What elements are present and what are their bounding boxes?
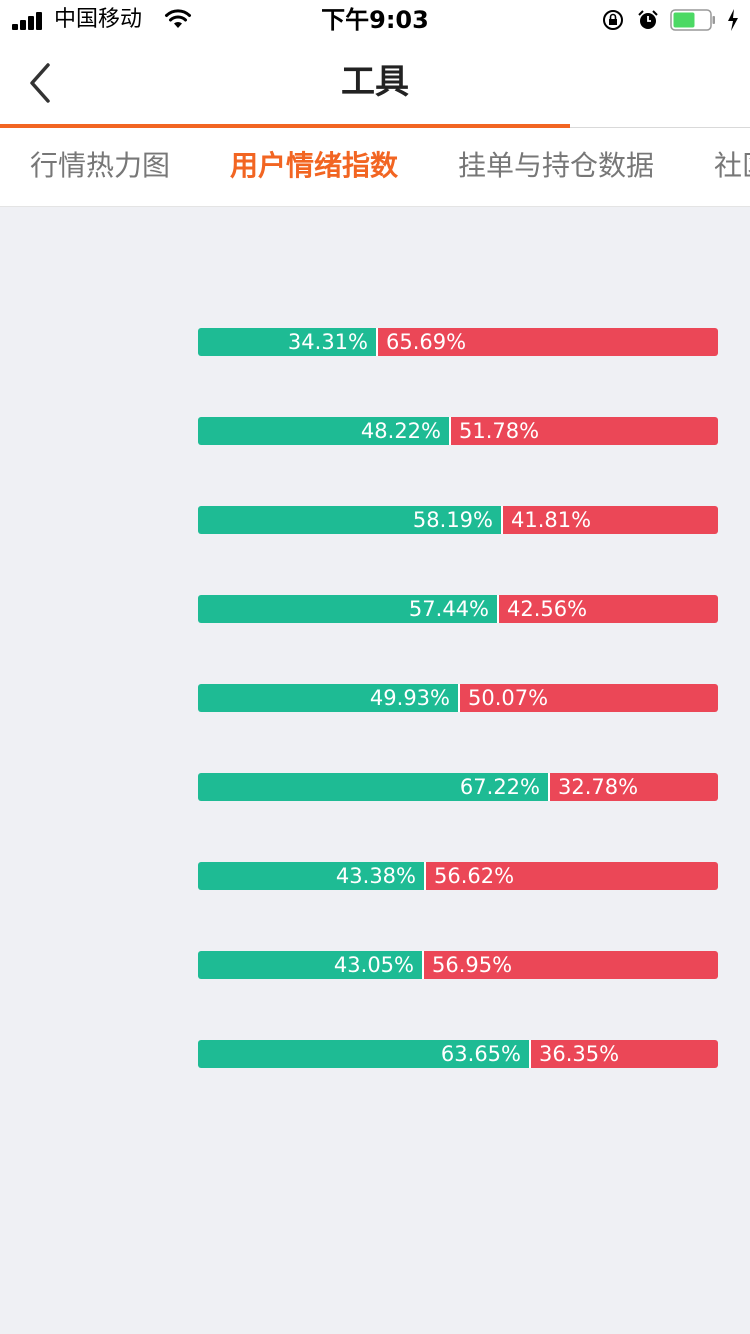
short-percentage: 36.35% (529, 1040, 718, 1068)
sentiment-row: 57.44% 42.56% (198, 595, 718, 623)
sentiment-row: 49.93% 50.07% (198, 684, 718, 712)
orientation-lock-icon (603, 10, 623, 30)
long-percentage: 67.22% (198, 773, 548, 801)
short-percentage: 41.81% (501, 506, 718, 534)
long-percentage: 57.44% (198, 595, 497, 623)
long-percentage: 34.31% (198, 328, 376, 356)
sentiment-row: 43.38% 56.62% (198, 862, 718, 890)
sentiment-bars: 34.31% 65.69% 48.22% 51.78% 58.19% 41.81% 57.4… (0, 207, 750, 1334)
sentiment-row: 58.19% 41.81% (198, 506, 718, 534)
short-percentage: 50.07% (458, 684, 718, 712)
sentiment-row: 34.31% 65.69% (198, 328, 718, 356)
short-percentage: 56.62% (424, 862, 718, 890)
short-percentage: 32.78% (548, 773, 718, 801)
long-percentage: 48.22% (198, 417, 449, 445)
sentiment-row: 63.65% 36.35% (198, 1040, 718, 1068)
page-title: 工具 (341, 62, 409, 102)
tab-community[interactable]: 社区 (714, 149, 750, 182)
short-percentage: 65.69% (376, 328, 718, 356)
tab-user-sentiment-index[interactable]: 用户情绪指数 (230, 149, 399, 182)
tool-tabs: 行情热力图 用户情绪指数 挂单与持仓数据 社区 (0, 128, 750, 207)
nav-divider (570, 127, 750, 128)
sentiment-row: 43.05% 56.95% (198, 951, 718, 979)
sentiment-row: 67.22% 32.78% (198, 773, 718, 801)
carrier-name: 中国移动 (54, 7, 143, 32)
long-percentage: 49.93% (198, 684, 458, 712)
tab-orders-positions[interactable]: 挂单与持仓数据 (458, 149, 655, 182)
short-percentage: 51.78% (449, 417, 718, 445)
page-load-progress-bar (0, 124, 570, 128)
long-percentage: 43.38% (198, 862, 424, 890)
nav-bar: 工具 (0, 40, 750, 128)
signal-icon (12, 12, 46, 30)
back-chevron-icon[interactable] (24, 60, 58, 106)
short-percentage: 56.95% (422, 951, 718, 979)
status-bar: 中国移动 下午9:03 (0, 0, 750, 40)
battery-icon (670, 9, 715, 31)
long-percentage: 63.65% (198, 1040, 529, 1068)
alarm-icon (638, 10, 658, 29)
short-percentage: 42.56% (497, 595, 718, 623)
long-percentage: 43.05% (198, 951, 422, 979)
sentiment-row: 48.22% 51.78% (198, 417, 718, 445)
wifi-icon (165, 9, 191, 28)
long-percentage: 58.19% (198, 506, 501, 534)
charging-icon (728, 9, 738, 31)
tab-market-heatmap[interactable]: 行情热力图 (30, 149, 171, 182)
